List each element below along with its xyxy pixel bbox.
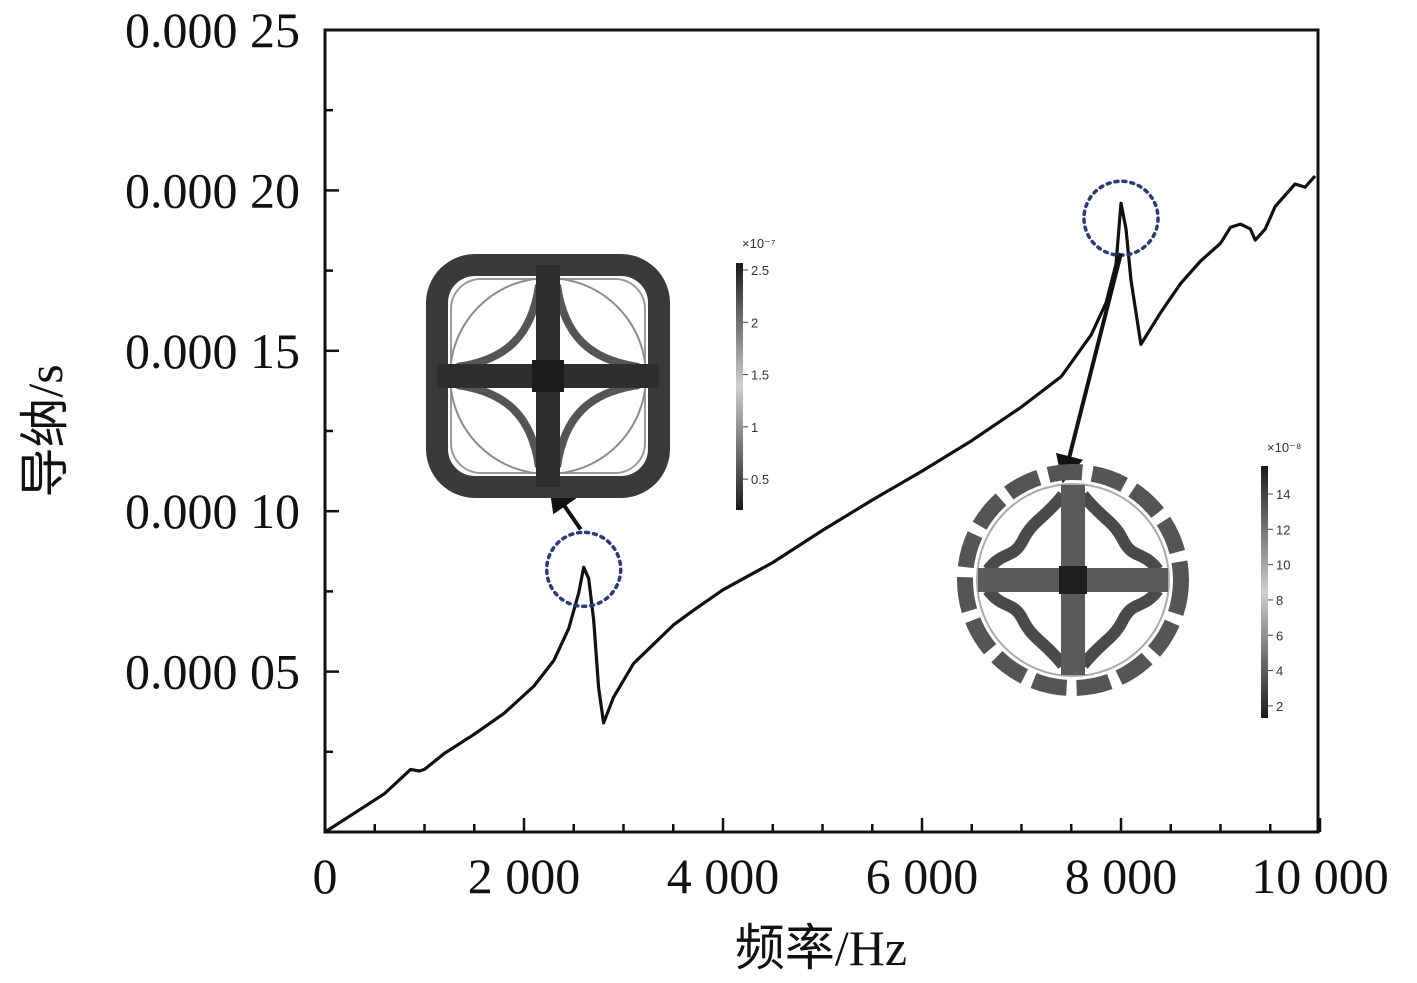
y-axis-title: 导纳/s [17, 364, 73, 497]
y-tick-label: 0.000 15 [125, 323, 300, 379]
y-tick-label: 0.000 25 [125, 2, 300, 58]
colorbar-2-bar [1261, 466, 1268, 718]
colorbar-2-exponent: ×10⁻⁸ [1267, 440, 1301, 455]
colorbar-tick-label: 2 [1276, 699, 1283, 714]
x-tick-label: 10 000 [1251, 848, 1389, 904]
colorbar-tick-label: 0.5 [751, 472, 769, 487]
inset-2-arc-br [1078, 586, 1163, 669]
x-tick-label: 0 [313, 848, 338, 904]
x-tick-label: 8 000 [1065, 848, 1178, 904]
colorbar-tick-label: 10 [1276, 558, 1290, 573]
mode-shape-inset-1 [426, 254, 670, 498]
x-axis: 0 2 000 4 000 6 000 8 000 10 000 [313, 818, 1389, 904]
inset-2-center [1059, 566, 1087, 594]
colorbar-2: ×10⁻⁸ 14 12 10 8 6 4 2 [1261, 440, 1301, 718]
y-tick-label: 0.000 05 [125, 644, 300, 700]
inset-2-ring [976, 483, 1170, 677]
inset-1-arc-tr [553, 284, 640, 371]
mode-shape-inset-2 [957, 464, 1189, 696]
colorbar-1-bar [736, 263, 743, 510]
inset-2-outline [957, 464, 1189, 696]
x-tick-label: 6 000 [866, 848, 979, 904]
y-tick-label: 0.000 20 [125, 162, 300, 218]
inset-1-arc-bl [456, 381, 543, 468]
colorbar-1-exponent: ×10⁻⁷ [742, 236, 776, 251]
inset-1-arc-br [553, 381, 640, 468]
colorbar-tick-label: 1 [751, 420, 758, 435]
x-tick-label: 2 000 [468, 848, 581, 904]
colorbar-tick-label: 1.5 [751, 368, 769, 383]
inset-2-arc-bl [983, 586, 1068, 669]
plot-frame [323, 28, 1320, 834]
peak-annotations [544, 179, 1160, 609]
inset-2-arc-tl [983, 491, 1068, 574]
colorbar-1: ×10⁻⁷ 2.5 2 1.5 1 0.5 [736, 236, 776, 510]
colorbar-tick-label: 2 [751, 315, 758, 330]
colorbar-tick-label: 2.5 [751, 263, 769, 278]
peak-arrow [1055, 252, 1123, 484]
inset-1-center [532, 360, 564, 392]
colorbar-tick-label: 8 [1276, 593, 1283, 608]
x-tick-label: 4 000 [667, 848, 780, 904]
colorbar-tick-label: 12 [1276, 522, 1290, 537]
y-tick-label: 0.000 10 [125, 483, 300, 539]
y-axis: 0.000 05 0.000 10 0.000 15 0.000 20 0.000 25 [125, 2, 339, 754]
x-axis-title: 频率/Hz [735, 920, 907, 976]
inset-2-arc-tr [1078, 491, 1163, 574]
colorbar-tick-label: 6 [1276, 628, 1283, 643]
colorbar-tick-label: 14 [1276, 487, 1290, 502]
colorbar-tick-label: 4 [1276, 664, 1283, 679]
series-line-admittance [324, 174, 1317, 834]
inset-1-arc-tl [456, 284, 543, 371]
peak-circle [544, 530, 623, 609]
